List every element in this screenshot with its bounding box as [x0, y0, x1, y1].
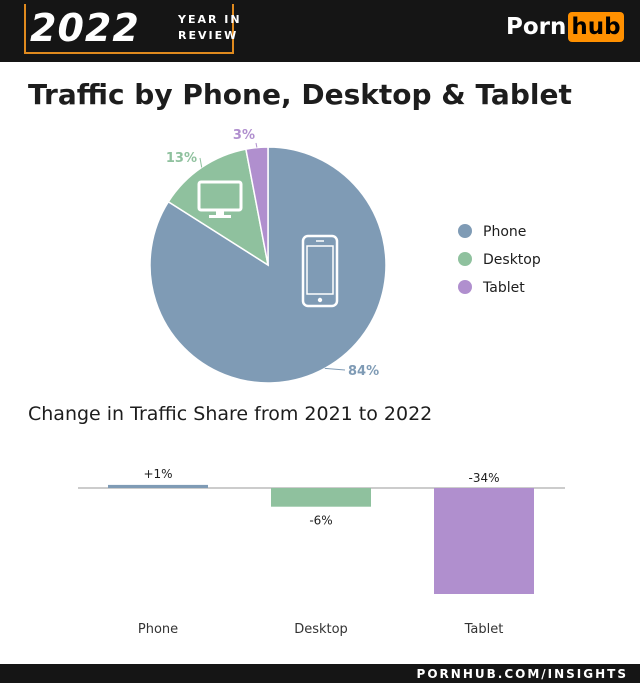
monitor-icon-stand — [209, 215, 231, 218]
legend-marker-phone — [458, 224, 472, 238]
year-frame — [24, 4, 234, 54]
bar-value-label-phone: +1% — [143, 467, 172, 481]
monitor-icon — [197, 180, 243, 218]
bar-tablet — [434, 488, 534, 594]
bar-category-label-phone: Phone — [138, 622, 178, 637]
brand-logo: Porn hub — [506, 12, 624, 42]
bar-value-label-tablet: -34% — [468, 471, 499, 485]
year-in-review-label: YEAR IN REVIEW — [178, 12, 242, 44]
pie-chart-title: Traffic by Phone, Desktop & Tablet — [28, 78, 572, 111]
footer-url: PORNHUB.COM/INSIGHTS — [416, 667, 628, 681]
pie-leader-line — [255, 142, 258, 148]
bar-desktop — [271, 488, 371, 507]
legend-marker-tablet — [458, 280, 472, 294]
bar-category-label-tablet: Tablet — [464, 622, 504, 637]
year-in-line: YEAR IN — [178, 13, 242, 26]
bar-category-label-desktop: Desktop — [294, 622, 348, 637]
legend-label-phone: Phone — [483, 224, 526, 240]
legend-label-tablet: Tablet — [482, 280, 525, 296]
legend-label-desktop: Desktop — [483, 252, 541, 268]
pie-value-label-tablet: 3% — [233, 128, 255, 143]
phone-icon-button — [317, 297, 323, 303]
pie-leader-line — [324, 367, 346, 371]
bar-value-label-desktop: -6% — [309, 514, 332, 528]
phone-icon-body — [301, 234, 339, 308]
brand-part-1: Porn — [506, 14, 567, 40]
pie-slice-desktop — [167, 148, 270, 267]
brand-part-2: hub — [568, 12, 624, 42]
footer-banner: PORNHUB.COM/INSIGHTS — [0, 664, 640, 683]
year-label: 2022 — [30, 6, 140, 50]
phone-icon — [301, 234, 339, 308]
pie-leader-line — [199, 157, 203, 168]
pie-value-label-desktop: 13% — [166, 151, 197, 166]
pie-value-label-phone: 84% — [348, 364, 379, 379]
review-line: REVIEW — [178, 29, 239, 42]
legend-marker-desktop — [458, 252, 472, 266]
monitor-icon-neck — [216, 210, 224, 216]
pie-slice-tablet — [245, 146, 269, 266]
bar-chart-title: Change in Traffic Share from 2021 to 202… — [28, 403, 433, 425]
header-banner: 2022 YEAR IN REVIEW Porn hub — [0, 0, 640, 62]
phone-icon-screen — [306, 245, 334, 295]
bar-phone — [108, 484, 208, 488]
